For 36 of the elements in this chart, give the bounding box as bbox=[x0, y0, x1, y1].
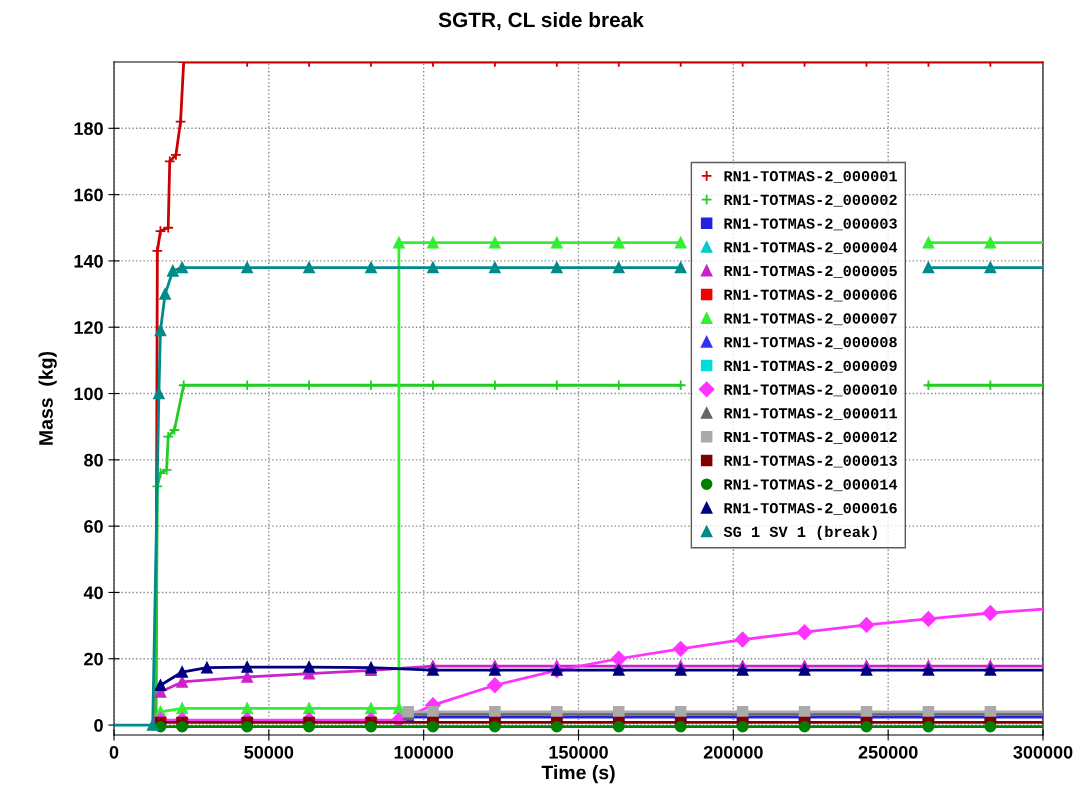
legend-label: RN1-TOTMAS-2_000011 bbox=[724, 408, 897, 421]
legend-label: RN1-TOTMAS-2_000005 bbox=[724, 265, 897, 278]
legend-label: RN1-TOTMAS-2_000010 bbox=[724, 384, 897, 397]
legend-label: SG 1 SV 1 (break) bbox=[723, 525, 877, 541]
y-axis-title: Mass (kg) bbox=[38, 351, 57, 445]
legend-label: RN1-TOTMAS-2_000014 bbox=[724, 479, 898, 492]
x-tick-label: 200000 bbox=[703, 745, 763, 759]
legend-label: RN1-TOTMAS-2_000003 bbox=[724, 218, 897, 231]
y-tick-label: 20 bbox=[84, 652, 103, 666]
y-tick-label: 120 bbox=[74, 321, 103, 334]
x-axis-title: Time (s) bbox=[541, 765, 615, 784]
legend-label: RN1-TOTMAS-2_000013 bbox=[724, 455, 897, 468]
x-tick-label: 250000 bbox=[858, 745, 918, 759]
y-tick-label: 140 bbox=[74, 254, 103, 268]
x-tick-label: 300000 bbox=[1013, 745, 1073, 759]
x-tick-label: 50000 bbox=[244, 745, 294, 759]
y-tick-label: 100 bbox=[74, 387, 103, 401]
legend-label: RN1-TOTMAS-2_000006 bbox=[724, 289, 897, 302]
y-tick-label: 180 bbox=[74, 122, 103, 136]
y-tick-label: 80 bbox=[84, 453, 103, 467]
x-tick-label: 100000 bbox=[394, 745, 454, 759]
y-tick-label: 60 bbox=[84, 520, 103, 533]
y-tick-label: 40 bbox=[83, 586, 103, 600]
legend-label: RN1-TOTMAS-2_000012 bbox=[724, 431, 897, 444]
chart-title: SGTR, CL side break bbox=[438, 11, 644, 31]
y-tick-label: 160 bbox=[74, 188, 103, 202]
x-tick-label: 150000 bbox=[549, 745, 608, 759]
y-tick-label: 0 bbox=[94, 718, 103, 732]
legend-label: RN1-TOTMAS-2_000002 bbox=[724, 194, 897, 207]
legend-label: RN1-TOTMAS-2_000007 bbox=[724, 313, 897, 326]
x-tick-label: 0 bbox=[109, 745, 119, 759]
legend-label: RN1-TOTMAS-2_000008 bbox=[724, 337, 897, 349]
legend-label: RN1-TOTMAS-2_000001 bbox=[724, 171, 897, 183]
legend-label: RN1-TOTMAS-2_000009 bbox=[724, 360, 897, 373]
legend-label: RN1-TOTMAS-2_000016 bbox=[724, 503, 897, 515]
legend-label: RN1-TOTMAS-2_000004 bbox=[724, 242, 898, 255]
